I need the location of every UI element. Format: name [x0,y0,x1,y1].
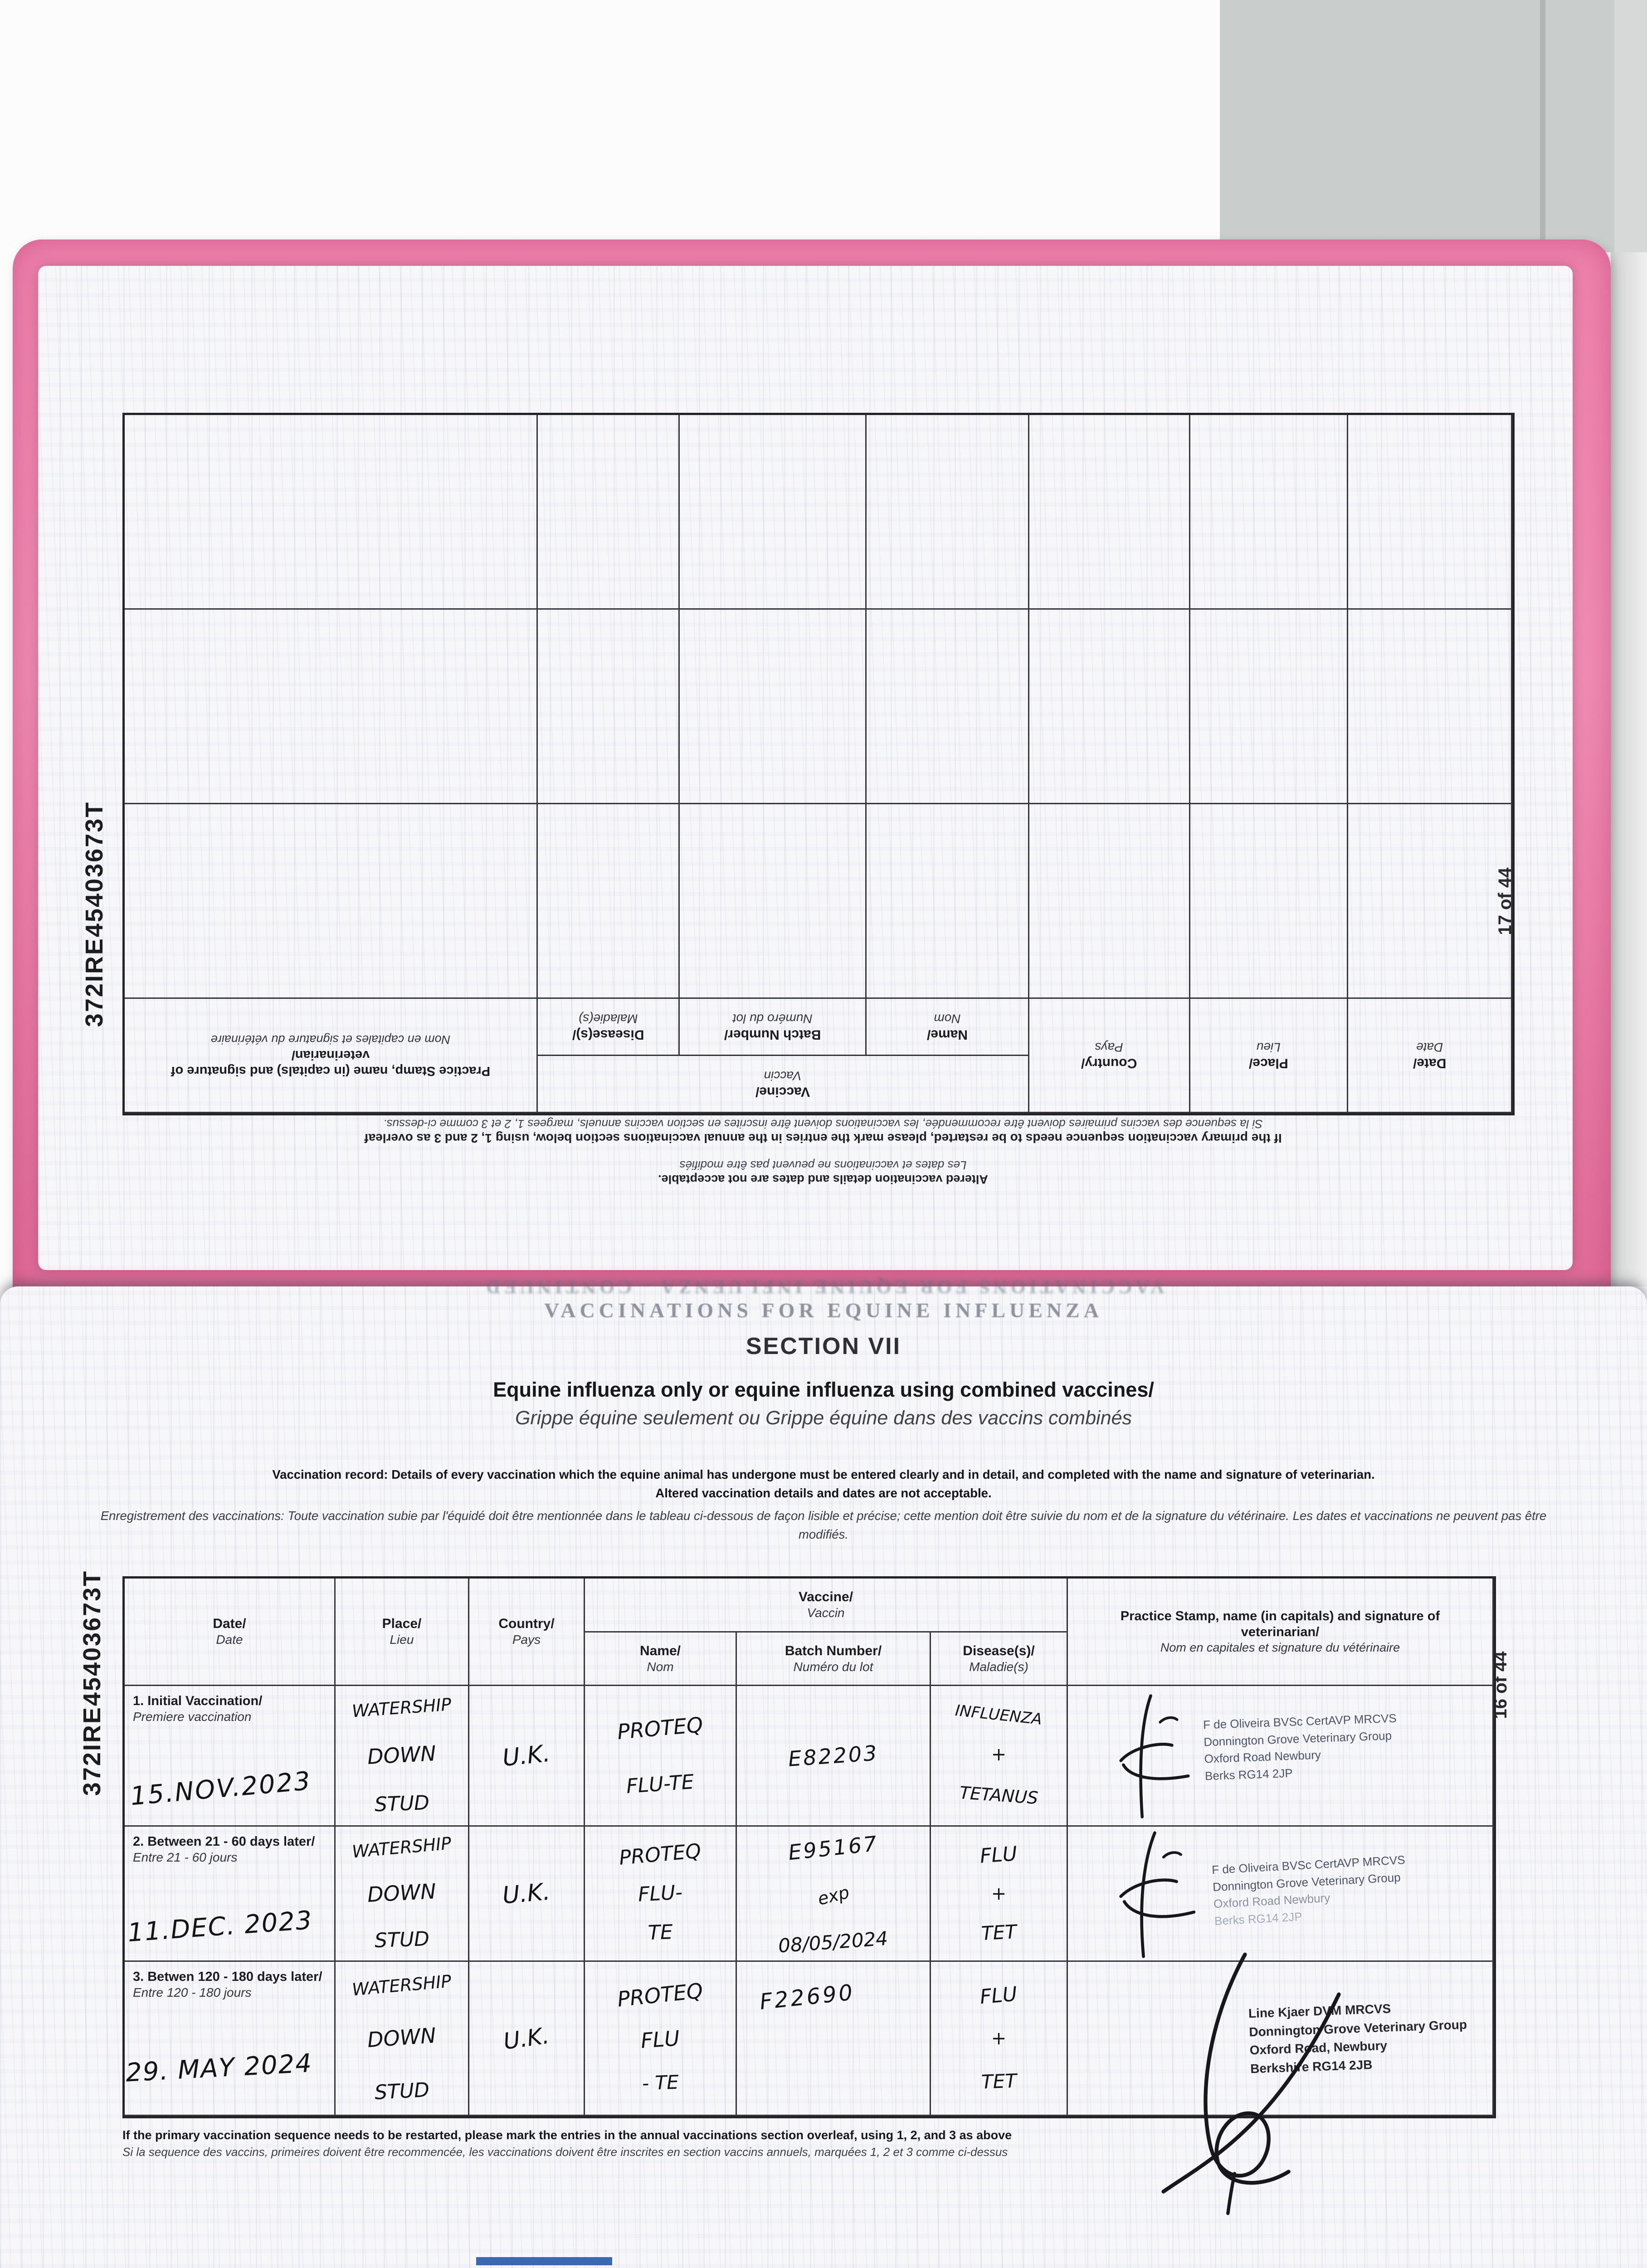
row2-batch-cell: E95167 exp 08/05/2024 [737,1827,931,1962]
vaccination-table: Date/Date Place/Lieu Country/Pays Vaccin… [122,1576,1496,2215]
top-vaccination-table: Practice Stamp, name (in capitals) and s… [122,413,1515,1115]
top-header-name: Name/Nom [867,999,1029,1056]
row2-date-cell: 2. Between 21 - 60 days later/Entre 21 -… [125,1827,336,1962]
scanner-gray-corner [1220,0,1647,252]
row2-stamp-cell: F de Oliveira BVSc CertAVP MRCVS Donning… [1068,1827,1494,1962]
empty-cell [867,804,1029,999]
top-header-date: Date/Date [1348,999,1512,1113]
scanner-gray-corner-light [1614,0,1647,252]
practice-stamp: F de Oliveira BVSc CertAVP MRCVS Donning… [1211,1853,1406,1928]
veterinarian-signature [1119,1831,1196,1958]
footnote-fr: Si la sequence des vaccins, primeires do… [122,2145,1008,2159]
bottom-page [0,1286,1647,2268]
empty-cell [680,804,867,999]
header-country: Country/Pays [469,1579,585,1686]
row2-date: 11.DEC. 2023 [127,1905,314,1948]
empty-cell [1190,804,1348,999]
row3-vaccine-cell: PROTEQ FLU - TE [585,1962,737,2116]
row2-vaccine-cell: PROTEQ FLU- TE [585,1827,737,1962]
practice-stamp: F de Oliveira BVSc CertAVP MRCVS Donning… [1203,1711,1397,1783]
intro-en-1: Vaccination record: Details of every vac… [272,1467,1375,1481]
subtitle-french: Grippe équine seulement ou Grippe équine… [515,1407,1132,1429]
empty-cell [1348,610,1512,804]
header-stamp: Practice Stamp, name (in capitals) and s… [1068,1579,1494,1686]
empty-cell [125,804,538,999]
footnote-en: If the primary vaccination sequence need… [122,2128,1012,2142]
row3-disease-cell: FLU + TET [931,1962,1068,2116]
document-code-bottom: 372IRE45403673T [78,1569,106,1796]
empty-cell [538,610,680,804]
row1-stamp-cell: F de Oliveira BVSc CertAVP MRCVS Donning… [1068,1686,1494,1827]
veterinarian-signature [1161,1952,1341,2215]
empty-cell [1348,804,1512,999]
empty-cell [1190,610,1348,804]
row1-disease-cell: INFLUENZA + TETANUS [931,1686,1068,1827]
row3-date-cell: 3. Betwen 120 - 180 days later/Entre 120… [125,1962,336,2116]
instruction-altered-fr: Les dates et vaccinations ne peuvent pas… [679,1158,967,1172]
row1-date-cell: 1. Initial Vaccination/Premiere vaccinat… [125,1686,336,1827]
row3-stamp-cell: Line Kjaer DVM MRCVS Donnington Grove Ve… [1068,1952,1494,2215]
row2-place-cell: WATERSHIP DOWN STUD [336,1827,469,1962]
row3-place-cell: WATERSHIP DOWN STUD [336,1962,469,2116]
row1-place-cell: WATERSHIP DOWN STUD [336,1686,469,1827]
instruction-restart-en: If the primary vaccination sequence need… [364,1131,1282,1145]
top-header-country: Country/Pays [1029,999,1190,1113]
document-code-top: 372IRE45403673T [81,801,108,1027]
instruction-restart-fr: Si la sequence des vaccins primaires doi… [383,1117,1263,1131]
header-batch: Batch Number/Numéro du lot [737,1633,931,1686]
top-header-batch: Batch Number/Numéro du lot [680,999,867,1056]
empty-cell [125,415,538,610]
veterinarian-signature [1119,1694,1190,1818]
empty-cell [680,415,867,610]
intro-paragraph: Vaccination record: Details of every vac… [89,1465,1558,1544]
header-name: Name/Nom [585,1633,737,1686]
row2-disease-cell: FLU + TET [931,1827,1068,1962]
empty-cell [538,804,680,999]
empty-cell [1029,610,1190,804]
top-instructions: Altered vaccination details and dates ar… [91,1117,1555,1186]
header-disease: Disease(s)/Maladie(s) [931,1633,1068,1686]
table-footnote: If the primary vaccination sequence need… [122,2128,1496,2159]
empty-cell [680,610,867,804]
empty-cell [1029,415,1190,610]
ghost-title: VACCINATIONS FOR EQUINE INFLUENZA - CONT… [482,1276,1165,1297]
empty-cell [1348,415,1512,610]
header-place: Place/Lieu [336,1579,469,1686]
empty-cell [867,610,1029,804]
header-vaccine: Vaccine/Vaccin [585,1579,1068,1633]
binding-blue-strip [476,2257,612,2265]
empty-cell [1190,415,1348,610]
subtitle-english: Equine influenza only or equine influenz… [493,1378,1154,1401]
row1-vaccine-cell: PROTEQ FLU-TE [585,1686,737,1827]
intro-fr: Enregistrement des vaccinations: Toute v… [100,1508,1547,1541]
row1-date: 15.NOV.2023 [129,1766,313,1812]
section-heading: SECTION VII [746,1333,901,1359]
empty-cell [867,415,1029,610]
scanner-gray-corner-line [1540,0,1545,252]
instruction-altered-en: Altered vaccination details and dates ar… [658,1173,988,1186]
scanner-right-strip [1611,252,1647,1286]
row1-country-cell: U.K. [469,1686,585,1827]
top-header-disease: Disease(s)/Maladie(s) [538,999,680,1056]
top-header-vaccine: Vaccine/Vaccin [538,1056,1029,1113]
intro-en-2: Altered vaccination details and dates ar… [655,1486,992,1501]
row3-date: 29. MAY 2024 [125,2048,313,2088]
top-page [38,266,1573,1270]
header-date: Date/Date [125,1579,336,1686]
empty-cell [125,610,538,804]
top-header-stamp: Practice Stamp, name (in capitals) and s… [125,999,538,1113]
empty-cell [1029,804,1190,999]
row1-batch-cell: E82203 [737,1686,931,1827]
empty-cell [538,415,680,610]
row2-country-cell: U.K. [469,1827,585,1962]
chapter-title: VACCINATIONS FOR EQUINE INFLUENZA [544,1299,1103,1322]
top-header-place: Place/Lieu [1190,999,1348,1113]
row3-country-cell: U.K. [469,1962,585,2116]
row3-batch-cell: F22690 [737,1962,931,2116]
